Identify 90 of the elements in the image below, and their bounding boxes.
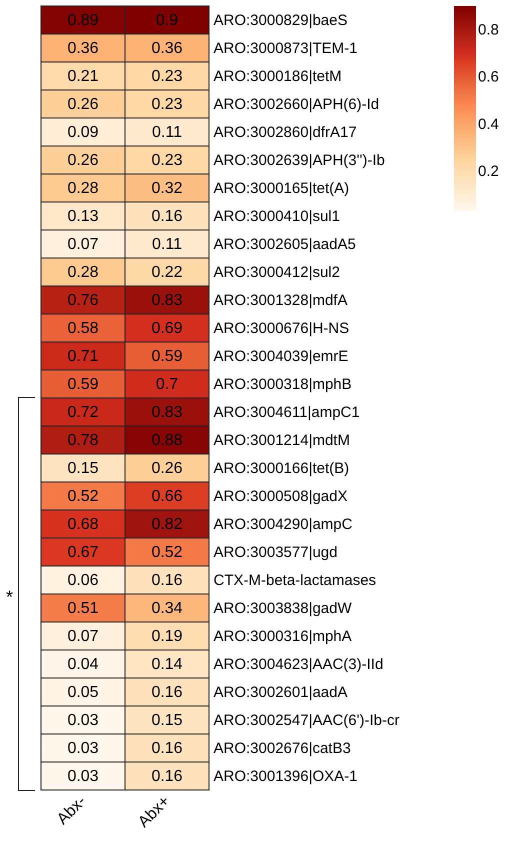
color-bar-label: 0.8 [478,22,499,39]
data-label: 0.19 [151,628,183,645]
data-label: 0.67 [67,544,99,561]
y-tick-label: ARO:3000186|tetM [214,68,342,85]
data-label: 0.78 [67,432,99,449]
data-label: 0.23 [151,68,183,85]
data-label: 0.14 [151,656,183,673]
y-tick-label: ARO:3003838|gadW [214,600,352,617]
y-tick-label: ARO:3002676|catB3 [214,740,351,757]
data-label: 0.16 [151,768,183,785]
data-label: 0.9 [156,12,178,29]
data-label: 0.15 [151,712,183,729]
y-tick-label: ARO:3001396|OXA-1 [214,768,358,785]
data-label: 0.76 [67,292,99,309]
data-label: 0.36 [67,40,99,57]
x-tick-label: Abx- [54,792,90,828]
data-label: 0.83 [151,292,183,309]
data-label: 0.09 [67,124,99,141]
y-tick-label: ARO:3004290|ampC [214,516,353,533]
data-label: 0.69 [151,320,183,337]
text: * [6,587,14,608]
data-label: 0.07 [67,628,99,645]
data-label: 0.58 [67,320,99,337]
y-tick-label: ARO:3000829|baeS [214,12,348,29]
y-tick-label: CTX-M-beta-lactamases [214,572,376,589]
data-label: 0.59 [67,376,99,393]
data-label: 0.28 [67,264,99,281]
y-tick-label: ARO:3002547|AAC(6')-Ib-cr [214,712,400,729]
data-label: 0.03 [67,712,99,729]
data-label: 0.88 [151,432,183,449]
y-tick-label: ARO:3000412|sul2 [214,264,340,281]
data-label: 0.11 [152,124,182,141]
data-label: 0.26 [67,96,99,113]
y-tick-label: ARO:3000316|mphA [214,628,352,645]
data-label: 0.52 [151,544,183,561]
data-label: 0.82 [151,516,183,533]
data-label: 0.34 [151,600,183,617]
y-tick-label: ARO:3002660|APH(6)-Id [214,96,380,113]
data-label: 0.16 [151,208,183,225]
data-label: 0.13 [67,208,99,225]
y-tick-label: ARO:3002601|aadA [214,684,348,701]
data-label: 0.15 [67,460,99,477]
data-label: 0.04 [67,656,99,673]
y-tick-label: ARO:3000676|H-NS [214,320,350,337]
y-tick-label: ARO:3000410|sul1 [214,208,340,225]
data-label: 0.03 [67,768,99,785]
y-tick-label: ARO:3003577|ugd [214,544,338,561]
color-bar-label: 0.2 [478,162,499,180]
y-tick-label: ARO:3000873|TEM-1 [214,40,358,57]
data-label: 0.07 [67,236,99,253]
y-tick-label: ARO:3002639|APH(3'')-Ib [214,152,385,169]
y-tick-label: ARO:3001328|mdfA [214,292,348,309]
y-tick-label: ARO:3002605|aadA5 [214,236,356,253]
data-label: 0.06 [67,572,99,589]
data-label: 0.16 [151,572,183,589]
data-label: 0.68 [67,516,99,533]
data-label: 0.52 [67,488,99,505]
data-label: 0.03 [67,740,99,757]
data-label: 0.23 [151,152,183,169]
data-label: 0.28 [67,180,99,197]
y-tick-label: ARO:3002860|dfrA17 [214,124,357,141]
y-tick-label: ARO:3000508|gadX [214,488,348,505]
data-label: 0.05 [67,684,99,701]
data-label: 0.32 [151,180,183,197]
y-tick-label: ARO:3001214|mdtM [214,432,350,449]
data-label: 0.11 [152,236,182,253]
y-tick-label: ARO:3004611|ampC1 [214,404,360,421]
y-tick-label: ARO:3000166|tet(B) [214,460,350,477]
data-label: 0.51 [67,600,99,617]
data-label: 0.16 [151,740,183,757]
data-label: 0.22 [151,264,183,281]
data-label: 0.21 [67,68,99,85]
data-label: 0.66 [151,488,183,505]
data-label: 0.83 [151,404,183,421]
data-label: 0.23 [151,96,183,113]
color-bar-label: 0.6 [478,68,499,86]
data-label: 0.36 [151,40,183,57]
y-tick-label: ARO:3000165|tet(A) [214,180,350,197]
data-label: 0.26 [67,152,99,169]
color-bar-label: 0.4 [478,116,499,133]
data-label: 0.59 [151,348,183,365]
y-tick-label: ARO:3000318|mphB [214,376,352,393]
data-label: 0.72 [67,404,99,421]
y-tick-label: ARO:3004623|AAC(3)-IId [214,656,384,673]
data-label: 0.16 [151,684,183,701]
data-label: 0.71 [67,348,99,365]
data-label: 0.89 [67,12,99,29]
data-label: 0.26 [151,460,183,477]
data-label: 0.7 [156,376,178,393]
y-tick-label: ARO:3004039|emrE [214,348,348,365]
